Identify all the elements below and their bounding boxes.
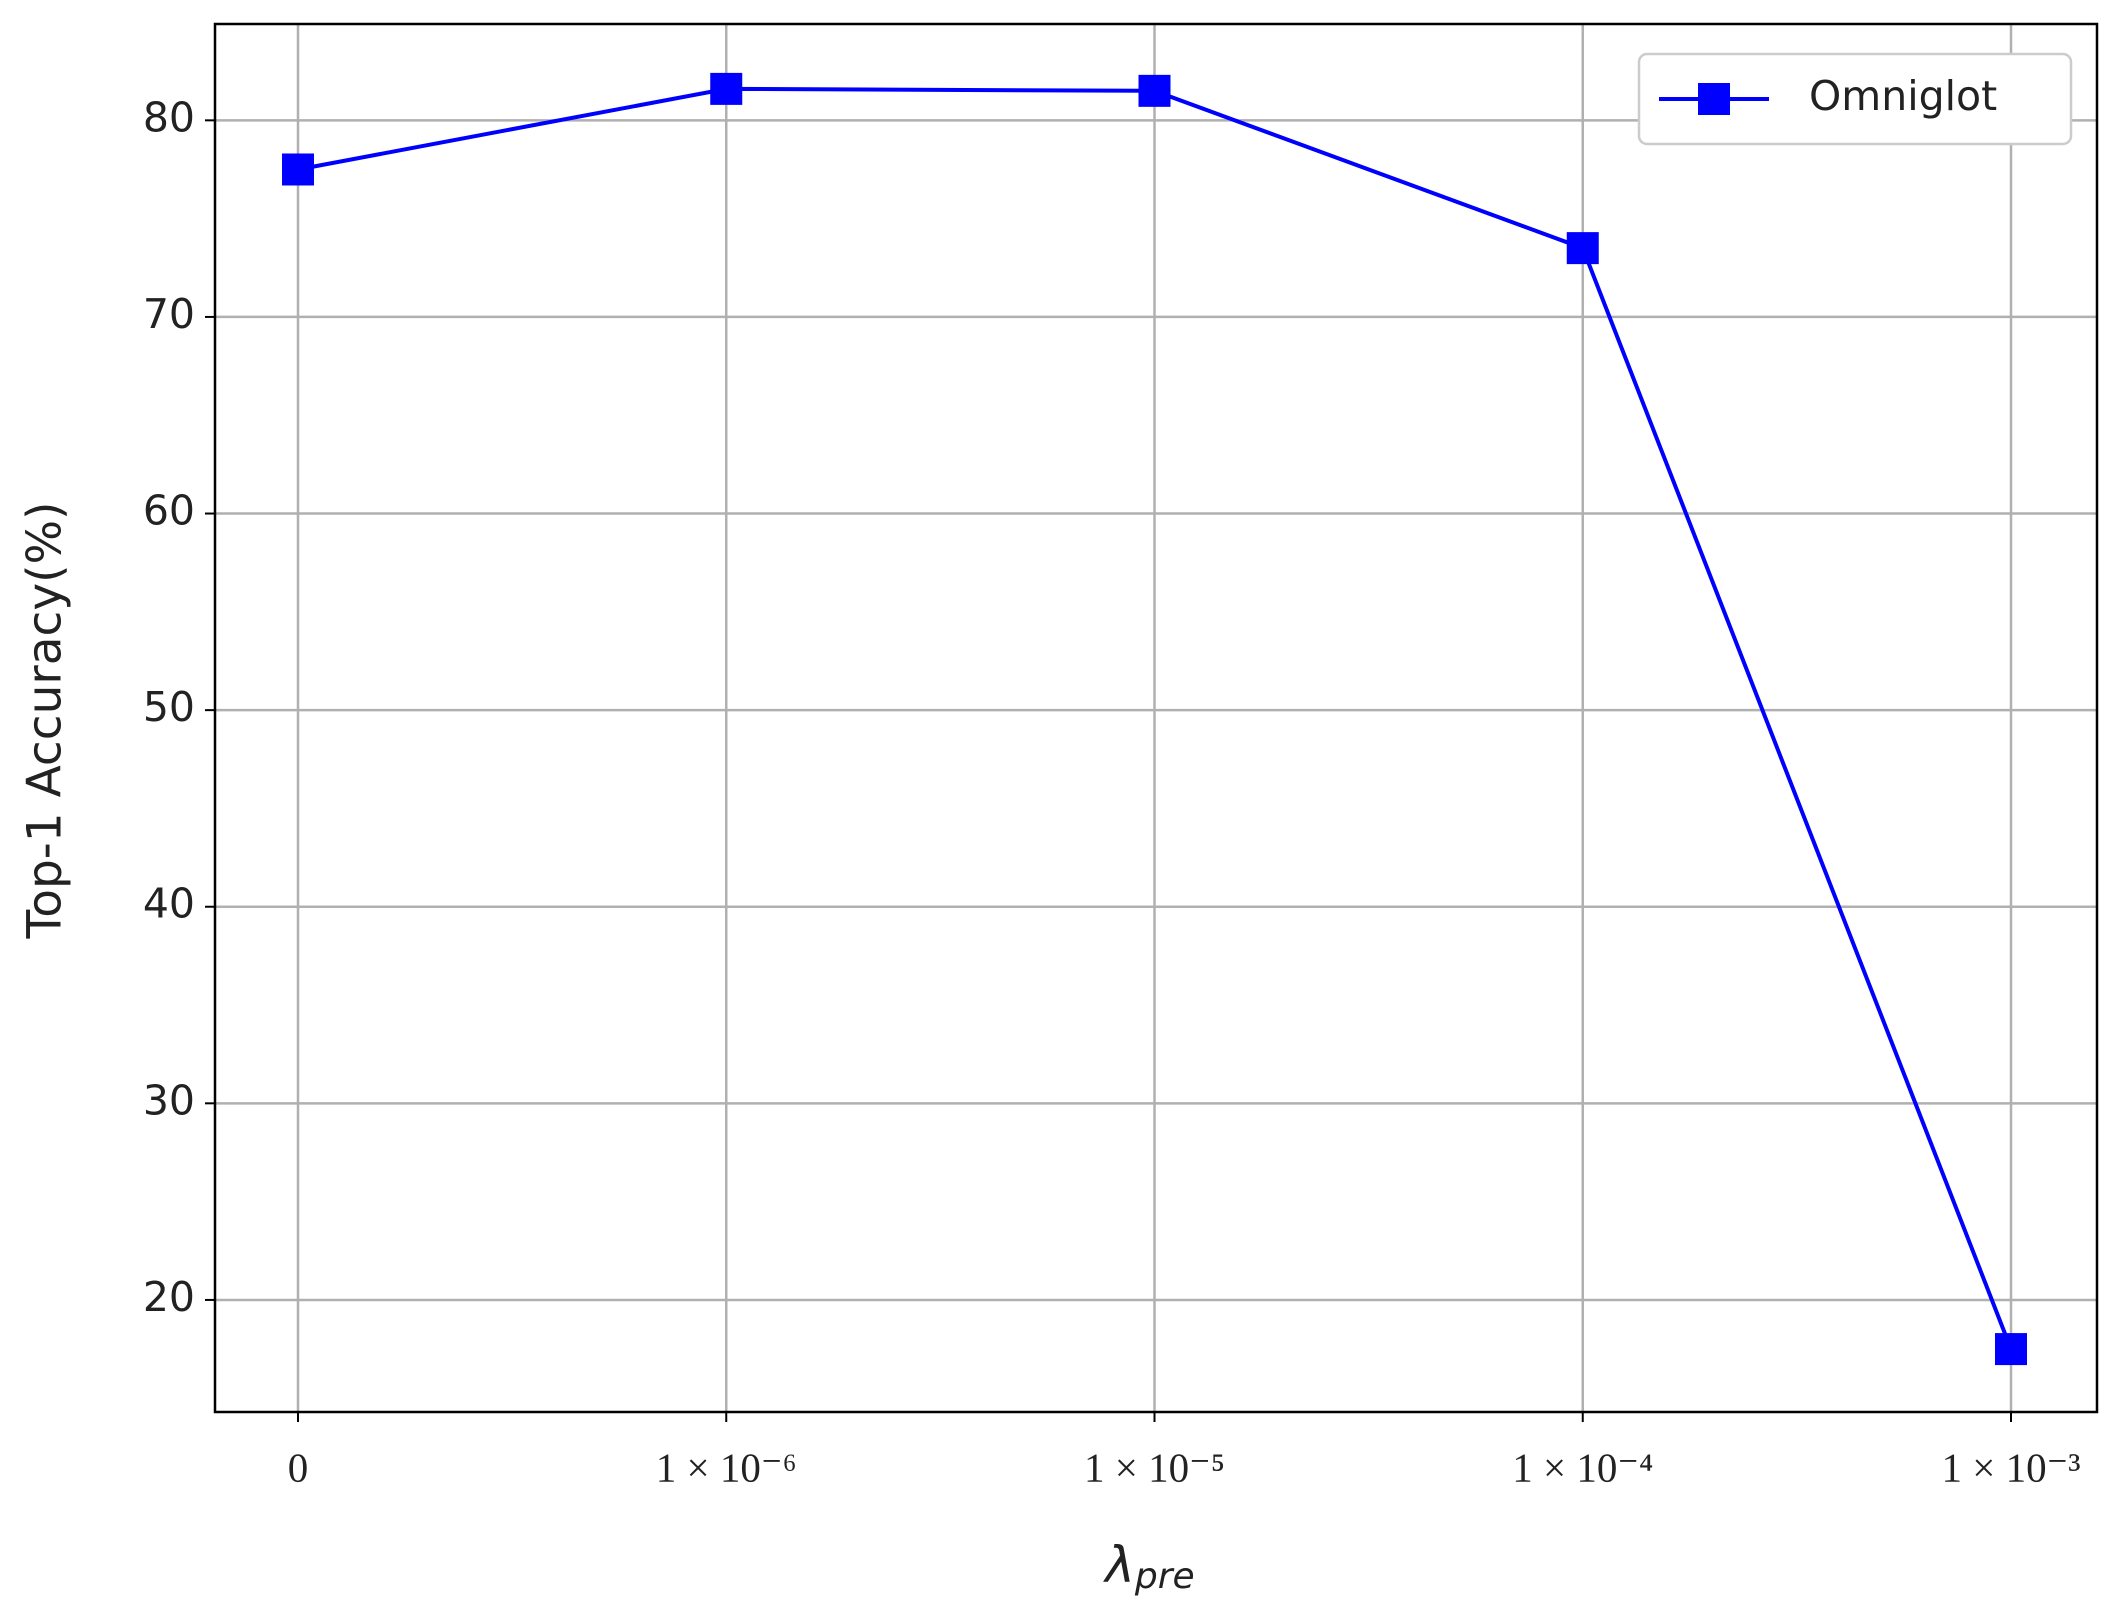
x-axis-label-main: λ <box>1102 1536 1135 1594</box>
marker <box>1138 74 1171 107</box>
y-tick-label: 80 <box>143 93 195 141</box>
marker <box>1566 232 1599 265</box>
legend-label: Omniglot <box>1809 72 1997 120</box>
marker <box>282 153 314 186</box>
x-axis-label: λpre <box>1102 1536 1194 1598</box>
y-axis-label: Top-1 Accuracy(%) <box>18 501 73 939</box>
y-tick-label: 30 <box>143 1076 195 1124</box>
x-tick-label: 1 × 10⁻⁵ <box>1084 1444 1225 1490</box>
plot-frame <box>213 22 2099 1414</box>
y-tick-label: 70 <box>143 290 195 338</box>
x-tick-label: 0 <box>288 1444 309 1490</box>
y-tick-label: 50 <box>143 683 195 731</box>
x-tick-label: 1 × 10⁻⁴ <box>1512 1444 1653 1490</box>
legend-box <box>1637 52 2073 146</box>
legend-marker <box>1698 83 1730 115</box>
y-tick-label: 60 <box>143 487 195 535</box>
y-tick-label: 20 <box>143 1273 195 1321</box>
x-tick-label: 1 × 10⁻⁶ <box>656 1444 797 1490</box>
marker <box>1995 1333 2027 1366</box>
y-tick-label: 40 <box>143 880 195 928</box>
x-axis-label-sub: pre <box>1134 1556 1195 1597</box>
marker <box>710 72 743 105</box>
x-tick-label: 1 × 10⁻³ <box>1941 1444 2080 1490</box>
